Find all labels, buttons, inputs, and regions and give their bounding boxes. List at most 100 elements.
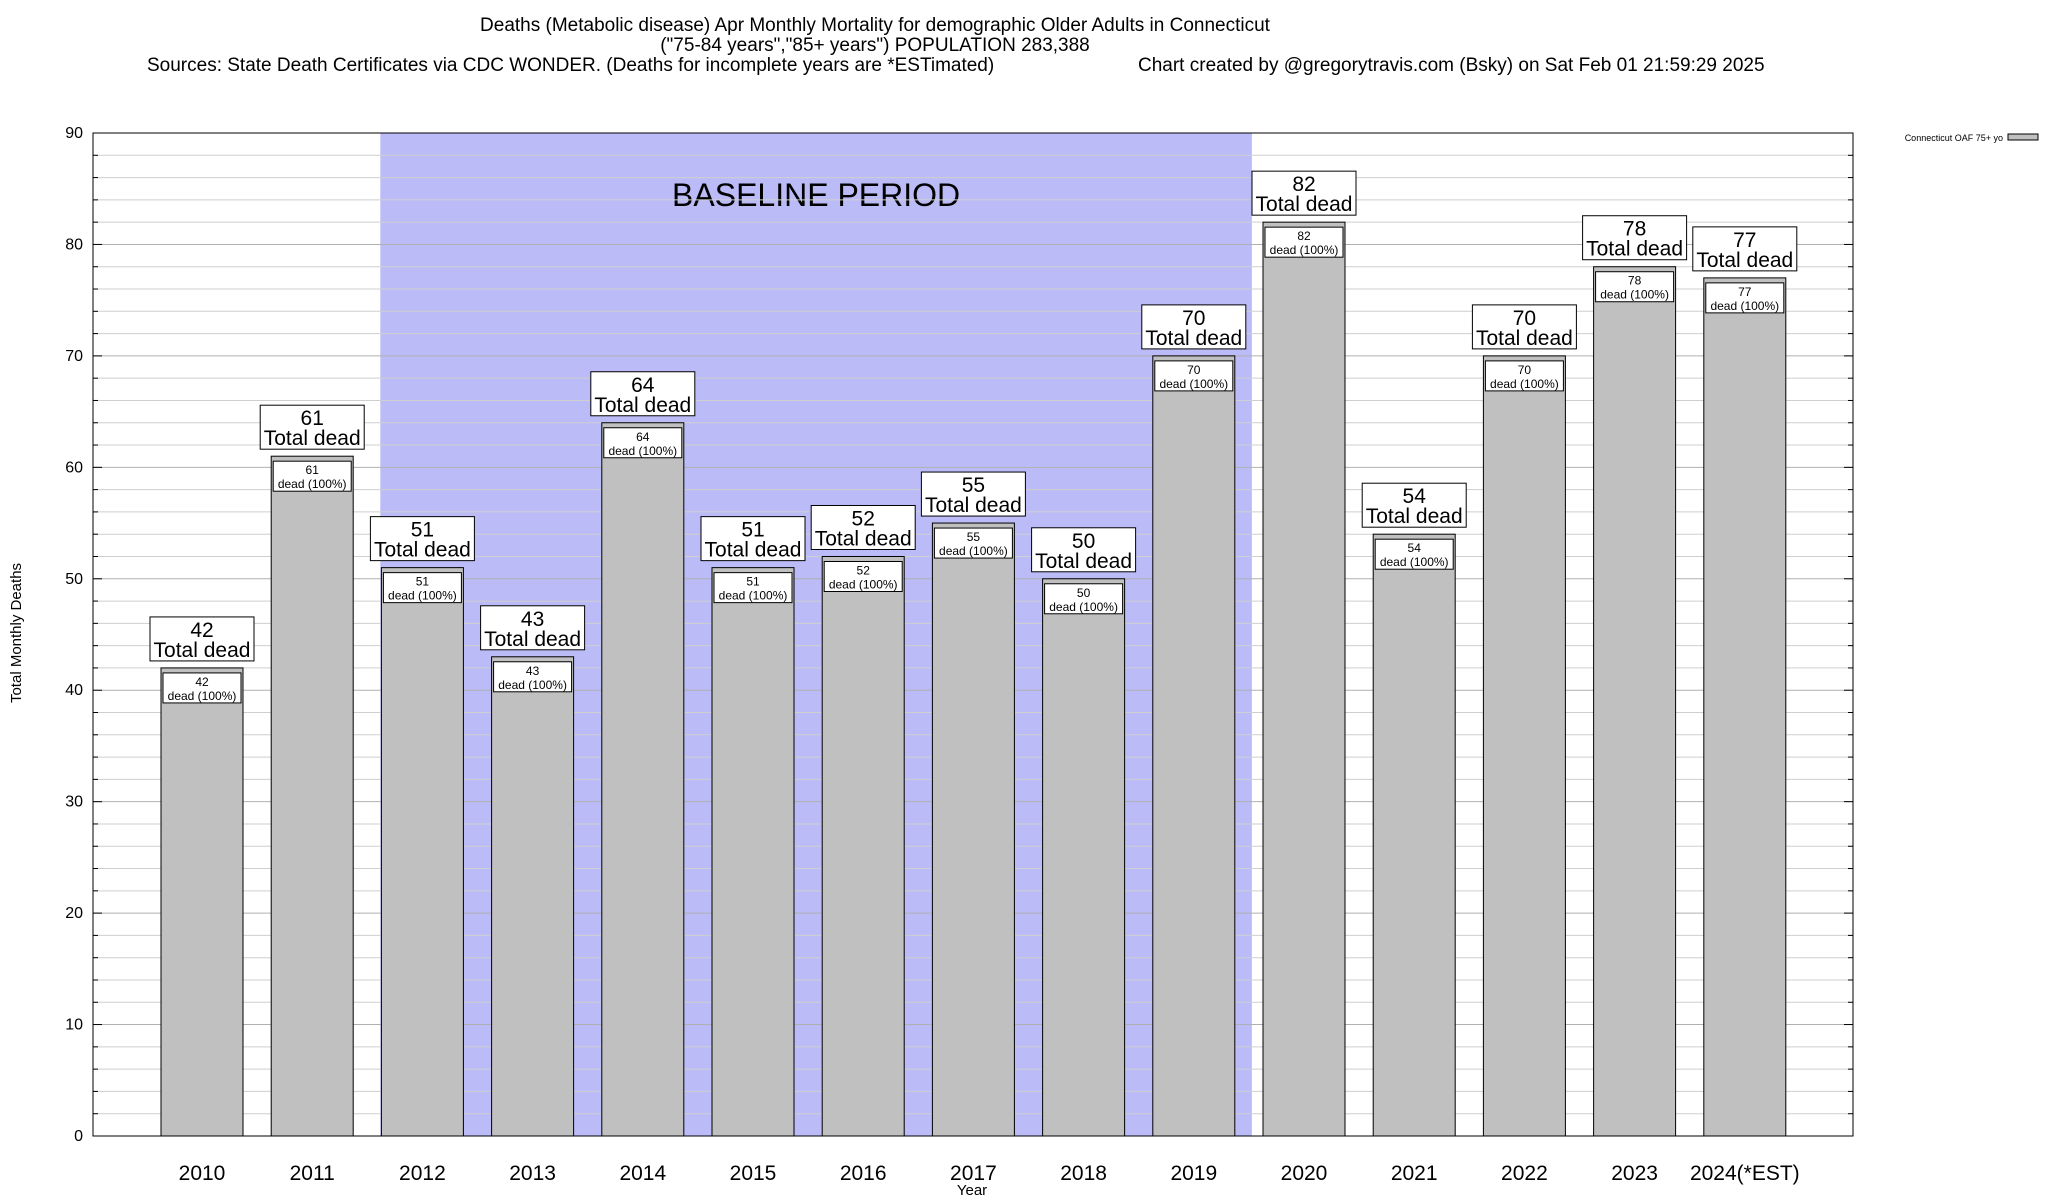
total-label-value: 78 (1623, 218, 1646, 241)
total-label-value: 77 (1733, 229, 1756, 252)
inner-label-box (382, 572, 462, 604)
inner-label-box (713, 572, 793, 604)
inner-label-suffix: dead (100%) (1270, 243, 1339, 257)
inner-label-value: 52 (857, 563, 871, 577)
total-label-suffix: Total dead (1366, 505, 1463, 528)
bar-2023 (1593, 266, 1677, 1137)
total-label-box (149, 616, 255, 662)
inner-label-value: 50 (1077, 586, 1091, 600)
inner-label-value: 54 (1408, 541, 1422, 555)
total-label-suffix: Total dead (1035, 550, 1132, 573)
legend: Connecticut OAF 75+ yo (1905, 133, 2039, 143)
chart-source-text: Sources: State Death Certificates via CD… (147, 55, 994, 76)
y-axis-label: Total Monthly Deaths (8, 563, 25, 703)
total-label-box (1251, 170, 1357, 216)
inner-label-suffix: dead (100%) (1159, 377, 1228, 391)
bars (160, 221, 1787, 1137)
y-tick-label: 70 (65, 348, 83, 365)
total-label-value: 54 (1403, 485, 1427, 508)
total-label-value: 55 (962, 474, 985, 497)
x-tick-label: 2020 (1281, 1162, 1328, 1185)
total-label-box (920, 471, 1026, 517)
inner-label-suffix: dead (100%) (608, 444, 677, 458)
bar-2011 (270, 455, 354, 1137)
total-label-value: 50 (1072, 530, 1095, 553)
inner-label-suffix: dead (100%) (1600, 288, 1669, 302)
total-label-suffix: Total dead (374, 539, 471, 562)
x-tick-label: 2016 (840, 1162, 887, 1185)
inner-label-box (1374, 538, 1454, 570)
bar-2024(*EST) (1703, 277, 1787, 1137)
inner-label-box (823, 560, 903, 592)
inner-label-suffix: dead (100%) (388, 589, 457, 603)
total-label-suffix: Total dead (154, 639, 251, 662)
bar-2013 (491, 656, 575, 1137)
total-label-suffix: Total dead (1586, 238, 1683, 261)
x-tick-label: 2022 (1501, 1162, 1548, 1185)
inner-label-value: 61 (306, 463, 320, 477)
inner-label-box (933, 527, 1013, 559)
bar-2012 (380, 567, 464, 1137)
inner-label-box (603, 427, 683, 459)
total-label-box (369, 516, 475, 562)
bar-2020 (1262, 221, 1346, 1137)
total-label-value: 70 (1513, 307, 1536, 330)
chart-credit-text: Chart created by @gregorytravis.com (Bsk… (1138, 55, 1765, 76)
inner-label-box (272, 460, 352, 492)
x-tick-label: 2012 (399, 1162, 446, 1185)
bar-2017 (931, 522, 1015, 1137)
inner-label-box (1484, 360, 1564, 392)
inner-label-value: 51 (416, 575, 430, 589)
legend-swatch (2007, 133, 2039, 141)
y-tick-label: 10 (65, 1017, 83, 1034)
y-tick-label: 90 (65, 125, 83, 142)
x-tick-label: 2024(*EST) (1690, 1162, 1800, 1185)
bar-2014 (601, 422, 685, 1137)
y-tick-label: 20 (65, 905, 83, 922)
inner-label-suffix: dead (100%) (1490, 377, 1559, 391)
axes: Total Monthly Deaths Year (8, 563, 987, 1199)
total-label-value: 70 (1182, 307, 1205, 330)
bar-2022 (1482, 355, 1566, 1137)
total-label-suffix: Total dead (484, 628, 581, 651)
total-label-suffix: Total dead (1696, 249, 1793, 272)
inner-label-value: 42 (195, 675, 209, 689)
bar-2010 (160, 667, 244, 1137)
x-tick-label: 2013 (509, 1162, 556, 1185)
inner-label-suffix: dead (100%) (1380, 555, 1449, 569)
inner-label-value: 77 (1738, 285, 1752, 299)
total-label-box (590, 371, 696, 417)
inner-label-suffix: dead (100%) (939, 544, 1008, 558)
total-label-suffix: Total dead (264, 427, 361, 450)
inner-label-box (1154, 360, 1234, 392)
chart-title-line-2: ("75-84 years","85+ years") POPULATION 2… (660, 35, 1090, 56)
x-tick-label: 2014 (619, 1162, 666, 1185)
y-tick-label: 80 (65, 236, 83, 253)
y-tick-label: 60 (65, 459, 83, 476)
x-tick-label: 2018 (1060, 1162, 1107, 1185)
inner-label-suffix: dead (100%) (1049, 600, 1118, 614)
inner-label-value: 43 (526, 664, 540, 678)
inner-label-value: 64 (636, 430, 650, 444)
inner-label-value: 78 (1628, 274, 1642, 288)
chart-title-line-1: Deaths (Metabolic disease) Apr Monthly M… (480, 15, 1271, 36)
inner-label-value: 51 (746, 575, 760, 589)
inner-label-suffix: dead (100%) (498, 678, 567, 692)
total-label-box (700, 516, 806, 562)
total-label-box (1031, 527, 1137, 573)
total-label-value: 64 (631, 374, 655, 397)
total-label-suffix: Total dead (925, 494, 1022, 517)
total-label-suffix: Total dead (1476, 327, 1573, 350)
legend-label: Connecticut OAF 75+ yo (1905, 133, 2003, 143)
inner-label-suffix: dead (100%) (719, 589, 788, 603)
total-label-value: 42 (190, 619, 213, 642)
baseline-label: BASELINE PERIOD (672, 177, 960, 213)
total-label-suffix: Total dead (1256, 193, 1353, 216)
x-axis-label: Year (957, 1182, 987, 1199)
total-label-box (1582, 215, 1688, 261)
inner-label-value: 70 (1187, 363, 1201, 377)
total-label-value: 52 (852, 507, 875, 530)
total-label-value: 61 (301, 407, 324, 430)
total-label-box (1361, 482, 1467, 528)
